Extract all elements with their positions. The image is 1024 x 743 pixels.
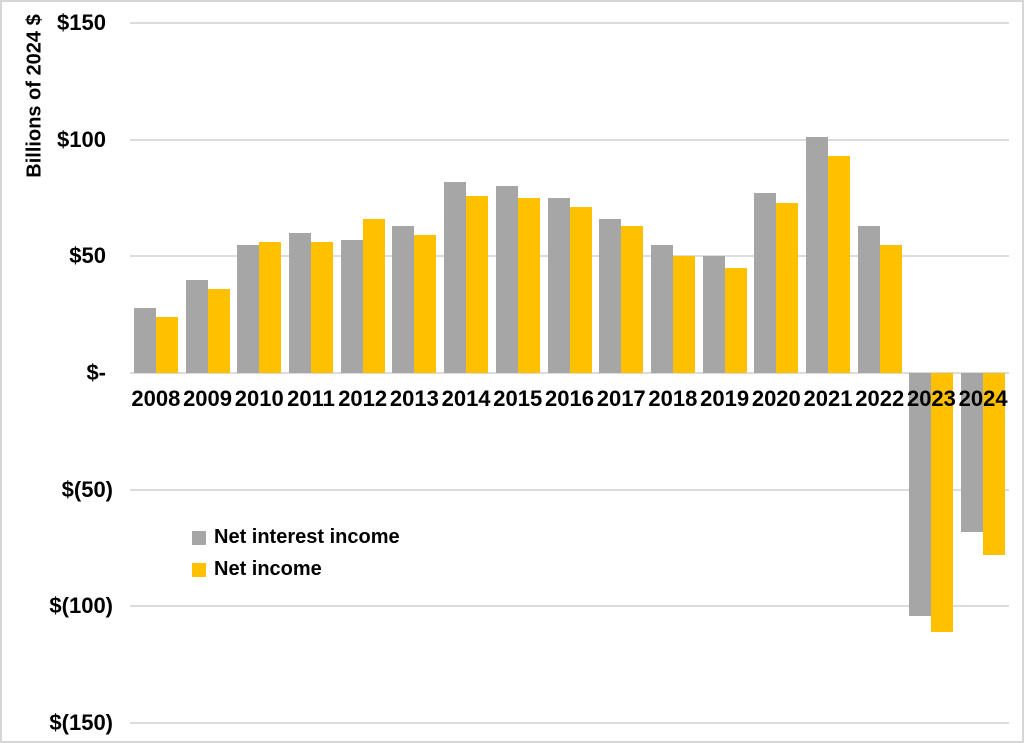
x-tick-label-2024: 2024: [958, 386, 1008, 411]
bar-2015-net-interest-income: [495, 186, 518, 373]
y-tick-label--100: $(100): [49, 593, 113, 619]
bar-2018-net-interest-income: [650, 244, 673, 373]
gridline--150: [130, 722, 1009, 724]
bar-2009-net-income: [207, 289, 230, 373]
bar-2008-net-interest-income: [133, 307, 156, 373]
gridline-0: [130, 372, 1009, 374]
x-tick-label-2010: 2010: [234, 386, 284, 411]
bar-2021-net-interest-income: [806, 137, 829, 373]
bar-2013-net-income: [414, 235, 437, 373]
legend-swatch-net-interest-income: [192, 530, 206, 545]
y-tick-label-150: $150: [57, 10, 106, 35]
x-tick-label-2019: 2019: [700, 386, 750, 411]
bar-2019-net-income: [724, 268, 747, 373]
x-tick-label-2015: 2015: [493, 386, 543, 411]
gridline-150: [130, 22, 1009, 24]
x-tick-label-2020: 2020: [751, 386, 801, 411]
y-tick-label-50: $50: [69, 243, 106, 269]
x-tick-label-2014: 2014: [441, 386, 491, 411]
bar-2014-net-interest-income: [444, 181, 467, 373]
bar-2018-net-income: [672, 256, 695, 373]
bar-2016-net-interest-income: [547, 198, 570, 373]
bar-2023-net-income: [931, 373, 954, 632]
x-tick-label-2023: 2023: [906, 386, 956, 411]
bar-2009-net-interest-income: [185, 279, 208, 373]
x-tick-label-2022: 2022: [855, 386, 905, 411]
bar-2020-net-income: [776, 202, 799, 373]
gridline-100: [130, 138, 1009, 141]
bar-2024-net-income: [983, 373, 1006, 555]
bar-2024-net-interest-income: [961, 373, 984, 532]
bar-2010-net-income: [259, 242, 282, 373]
bar-2012-net-interest-income: [340, 240, 363, 373]
y-axis-title: Billions of 2024 $: [23, 14, 46, 178]
bar-2011-net-interest-income: [288, 233, 311, 373]
x-tick-label-2013: 2013: [389, 386, 439, 411]
x-tick-label-2018: 2018: [648, 386, 698, 411]
legend-label-net-interest-income: Net interest income: [214, 526, 400, 548]
bar-2019-net-interest-income: [702, 256, 725, 373]
x-tick-label-2009: 2009: [183, 386, 233, 411]
x-tick-label-2017: 2017: [596, 386, 646, 411]
gridline--50: [130, 488, 1009, 491]
legend-item-net-income: Net income: [192, 558, 400, 580]
x-tick-label-2021: 2021: [803, 386, 853, 411]
legend-label-net-income: Net income: [214, 558, 322, 580]
bar-2011-net-income: [310, 242, 333, 373]
bar-2021-net-income: [828, 156, 851, 373]
legend-swatch-net-income: [192, 562, 206, 577]
x-tick-label-2016: 2016: [545, 386, 594, 411]
bar-2014-net-income: [466, 195, 489, 373]
bar-2017-net-interest-income: [599, 219, 622, 373]
gridline--100: [130, 605, 1009, 608]
bar-2020-net-interest-income: [754, 193, 777, 373]
y-tick-label--50: $(50): [61, 476, 113, 502]
bar-2022-net-interest-income: [857, 226, 880, 373]
bar-2010-net-interest-income: [237, 244, 260, 373]
bar-2023-net-interest-income: [909, 373, 932, 616]
y-tick-label--150: $(150): [49, 710, 113, 735]
y-tick-label-100: $100: [57, 126, 106, 152]
x-tick-label-2011: 2011: [287, 386, 335, 411]
bar-2013-net-interest-income: [392, 226, 415, 373]
x-tick-label-2012: 2012: [338, 386, 388, 411]
bar-2016-net-income: [569, 207, 592, 373]
legend: Net interest income Net income: [192, 526, 400, 593]
bar-2015-net-income: [517, 198, 540, 373]
legend-item-net-interest-income: Net interest income: [192, 526, 400, 548]
bar-2012-net-income: [362, 219, 385, 373]
x-tick-label-2008: 2008: [131, 386, 181, 411]
bar-2008-net-income: [155, 317, 178, 373]
bar-2017-net-income: [621, 226, 644, 373]
bar-2022-net-income: [879, 244, 902, 373]
y-tick-label-0: $-: [86, 360, 106, 385]
